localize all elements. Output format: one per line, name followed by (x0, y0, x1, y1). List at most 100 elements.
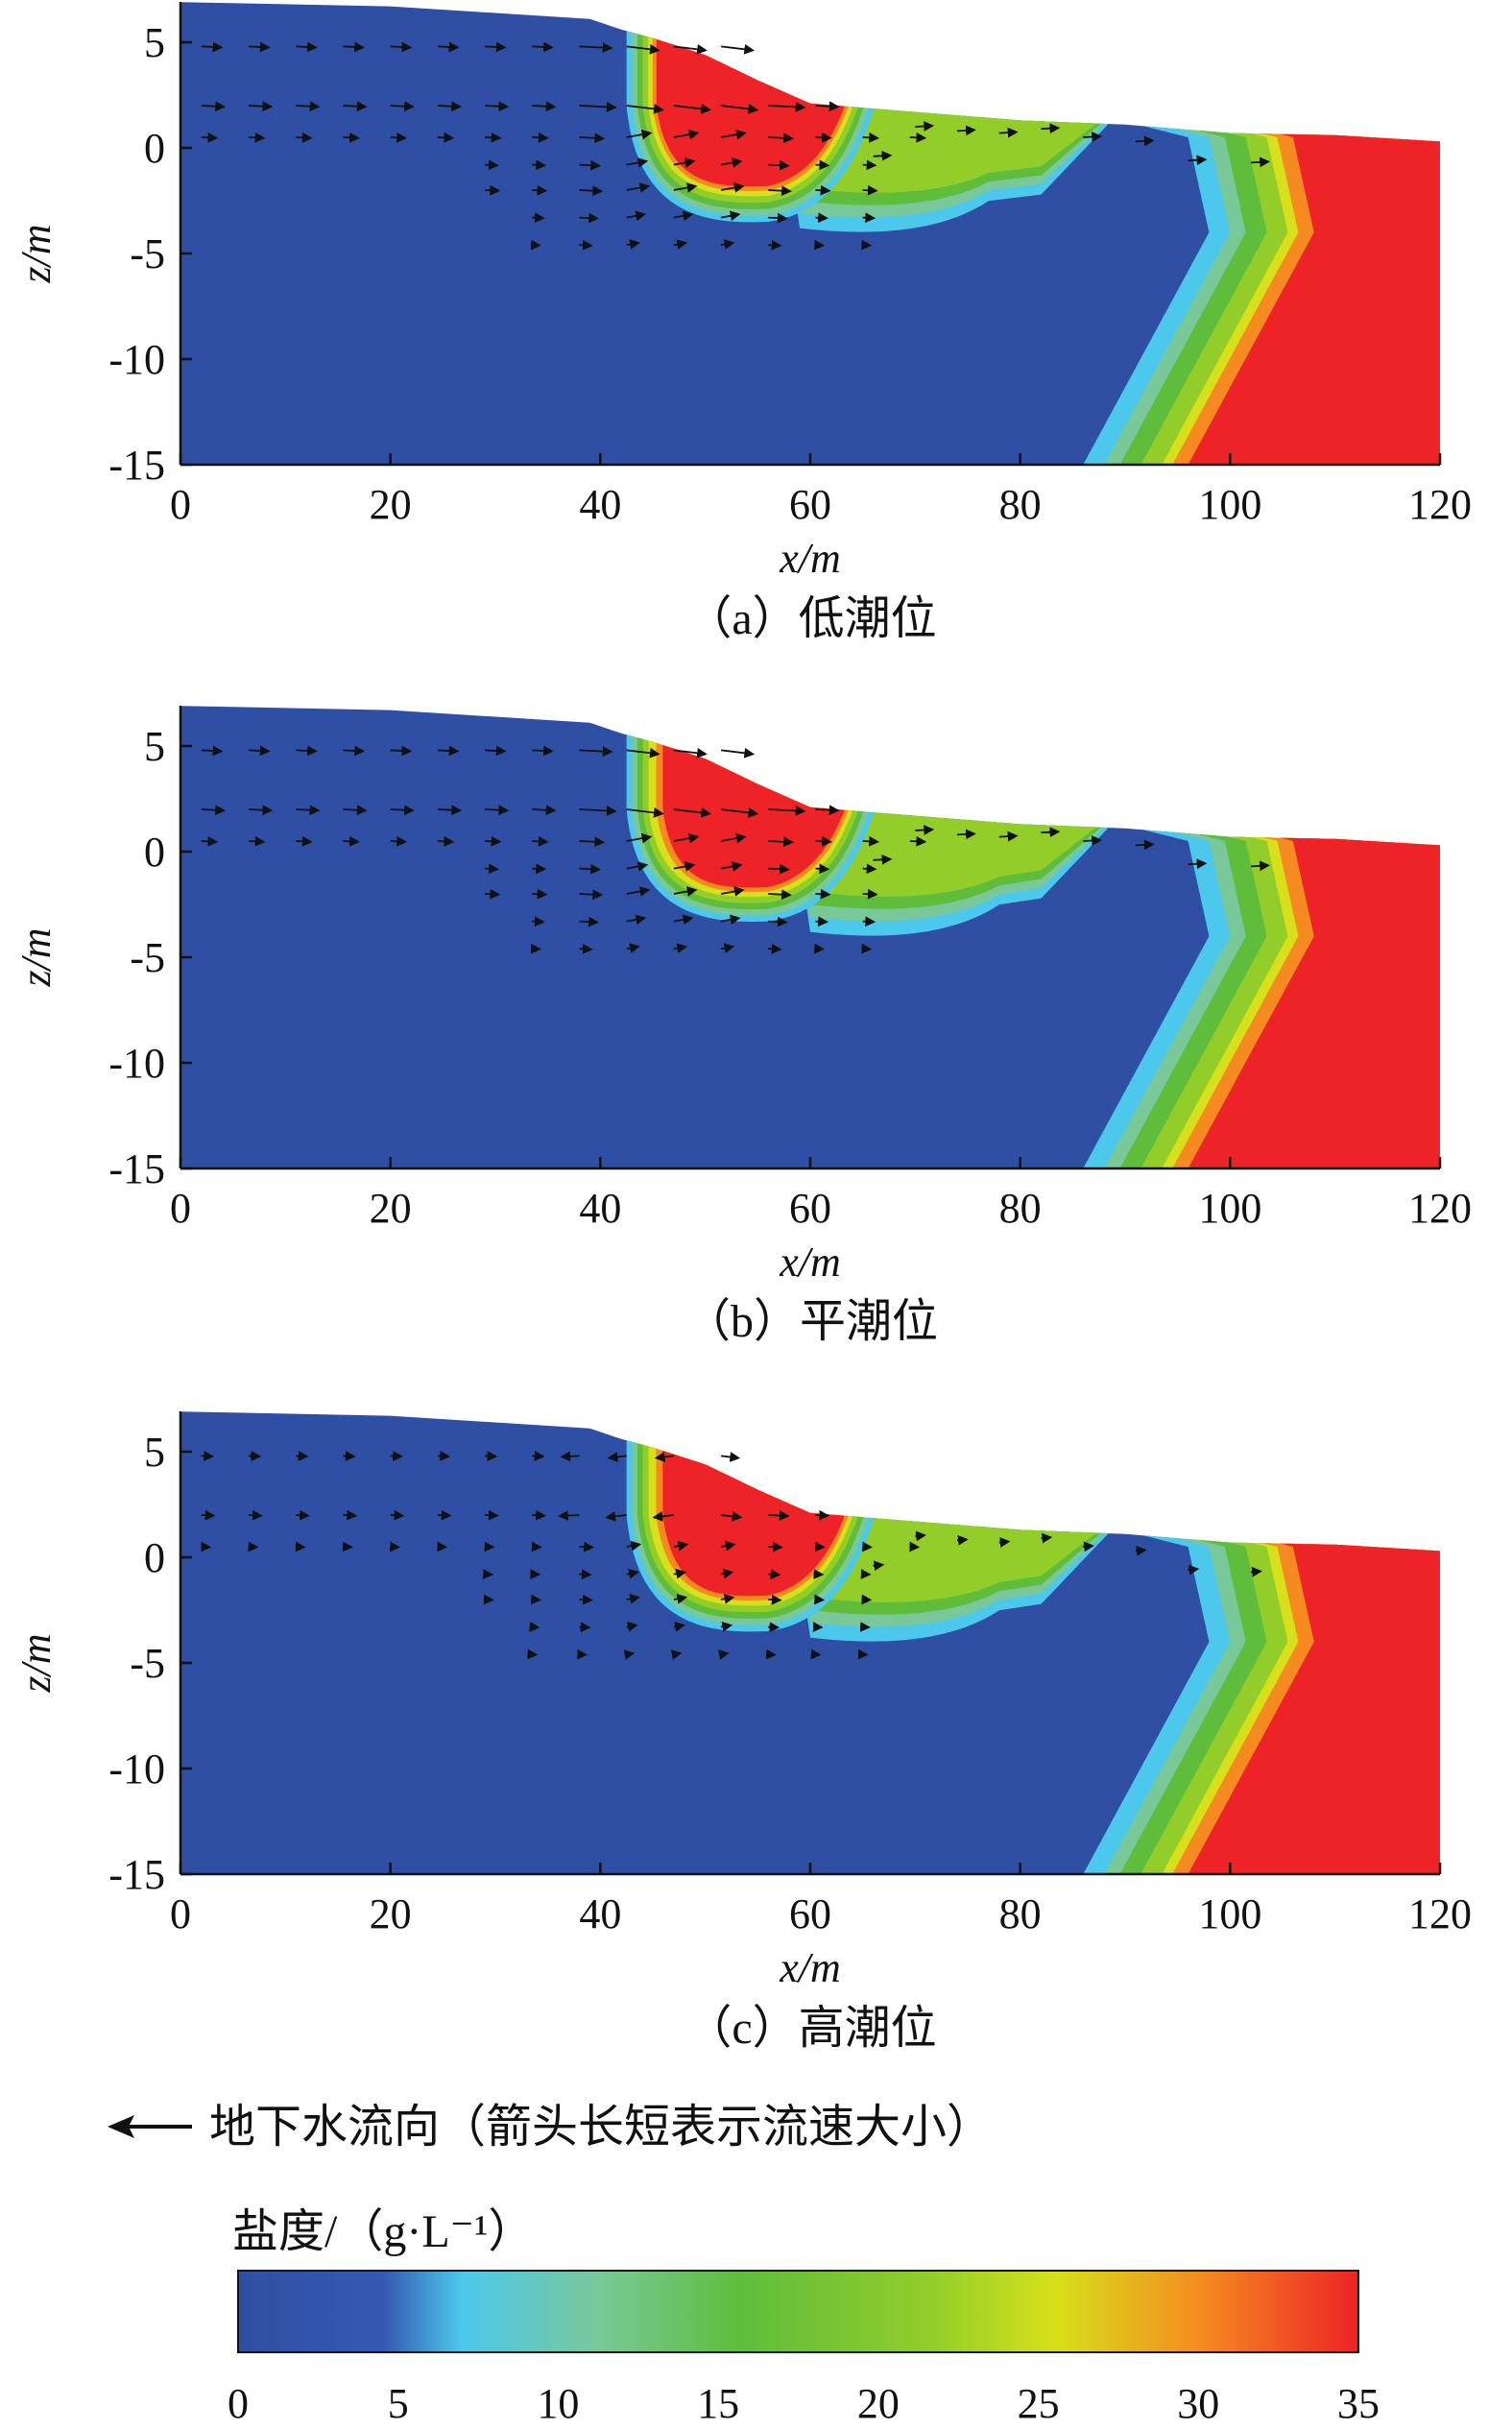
flow-arrow (873, 1560, 885, 1572)
flow-arrow (605, 1511, 627, 1522)
flow-arrow (390, 745, 413, 757)
flow-arrow (1188, 858, 1208, 870)
x-tick-label: 40 (579, 1185, 621, 1232)
flow-arrow (201, 835, 219, 847)
flow-arrow (579, 102, 617, 112)
flow-arrow (673, 861, 696, 872)
flow-arrow (626, 129, 653, 140)
x-tick-label: 0 (170, 1185, 191, 1232)
flow-arrow (626, 747, 660, 758)
flow-arrow (720, 807, 759, 818)
x-tick-label: 80 (999, 1185, 1042, 1232)
flow-arrow (343, 835, 360, 847)
flow-arrow (485, 888, 501, 900)
flow-arrow (485, 132, 502, 143)
flow-arrows (201, 1451, 1262, 1660)
flow-arrow (437, 745, 460, 757)
flow-arrow (485, 1509, 499, 1521)
flow-arrow (768, 889, 792, 901)
y-tick-label: -5 (130, 934, 165, 981)
flow-arrow (720, 832, 747, 844)
flow-arrow (626, 943, 640, 953)
flow-arrow (579, 42, 613, 54)
flow-arrow (579, 185, 604, 197)
flow-arrow (532, 745, 554, 757)
panel-caption: （c）高潮位 (685, 2003, 936, 2054)
flow-arrow (862, 132, 880, 143)
flow-arrow (623, 1649, 636, 1660)
flow-arrow (437, 41, 460, 53)
flow-arrow (720, 747, 756, 758)
flow-arrow (532, 916, 545, 927)
flow-arrow (626, 886, 651, 897)
x-tick-label: 0 (170, 1890, 191, 1938)
axes: 0 20 40 60 80 100 120 5 0 -5 -10 -15 x/m z/m (12, 706, 1472, 1286)
colorbar-tick-label: 5 (388, 2380, 409, 2427)
flow-arrow (249, 835, 266, 847)
flow-arrow (626, 914, 647, 926)
flow-arrow (673, 104, 712, 114)
flow-arrow (720, 1452, 741, 1462)
flow-arrow (1135, 1545, 1147, 1556)
y-tick-label: 0 (144, 829, 165, 876)
colorbar-tick-label: 10 (537, 2380, 579, 2427)
flow-arrow (768, 212, 788, 224)
flow-arrow (343, 101, 368, 112)
flow-arrow (296, 101, 321, 112)
flow-arrow (201, 805, 227, 816)
flow-arrow (673, 157, 696, 168)
flow-arrow (673, 914, 694, 926)
flow-arrow (343, 132, 360, 143)
flow-arrow (390, 132, 408, 143)
flow-arrow (579, 1541, 594, 1552)
axes: 0 20 40 60 80 100 120 5 0 -5 -10 -15 x/m z/m (12, 1411, 1472, 1991)
flow-arrow (768, 943, 782, 954)
flow-arrow (579, 806, 617, 816)
y-tick-label: -5 (130, 1640, 165, 1687)
flow-arrow (815, 916, 828, 927)
flow-arrow (437, 132, 455, 143)
flow-arrow (873, 854, 893, 865)
flow-arrow (201, 745, 224, 757)
flow-arrow (909, 132, 927, 143)
flow-arrow (558, 1510, 580, 1521)
y-tick-label: -10 (108, 1040, 165, 1087)
flow-arrow (673, 832, 700, 844)
flow-arrow (673, 747, 708, 758)
flow-arrow (626, 861, 649, 872)
flow-arrow (532, 132, 549, 143)
chart-panel-1: 0 20 40 60 80 100 120 5 0 -5 -10 -15 x/m z/m （a）低潮位 (12, 2, 1472, 644)
y-tick-label: -10 (108, 336, 165, 383)
flow-arrow (673, 43, 708, 55)
x-tick-label: 120 (1408, 1185, 1472, 1232)
flow-arrow (998, 1537, 1011, 1548)
flow-arrow (626, 1622, 638, 1632)
panel-caption: （b）平潮位 (684, 1296, 938, 1347)
flow-arrow (815, 805, 840, 816)
flow-arrow (485, 805, 510, 816)
flow-arrow (815, 863, 830, 875)
flow-arrow (768, 1622, 780, 1633)
colorbar-tick-label: 35 (1337, 2380, 1380, 2427)
x-tick-label: 100 (1198, 1890, 1261, 1938)
flow-arrow (768, 916, 788, 927)
flow-arrow (720, 157, 743, 168)
flow-arrow (485, 745, 507, 757)
x-axis-label: x/m (779, 1944, 841, 1991)
flow-arrow (862, 159, 877, 171)
flow-arrow (626, 239, 640, 250)
flow-arrow (1135, 135, 1155, 147)
flow-arrow (485, 159, 499, 171)
flow-arrow (296, 805, 321, 816)
flow-arrow (579, 836, 606, 848)
flow-arrow (768, 1541, 783, 1552)
y-tick-label: -15 (108, 1851, 165, 1898)
flow-arrow (579, 1569, 592, 1580)
flow-arrow (296, 1509, 310, 1521)
flow-arrow (720, 943, 735, 953)
flow-arrow (579, 159, 602, 171)
flow-arrow (201, 41, 224, 53)
flow-arrow (815, 132, 832, 143)
flow-arrow (768, 1569, 781, 1580)
